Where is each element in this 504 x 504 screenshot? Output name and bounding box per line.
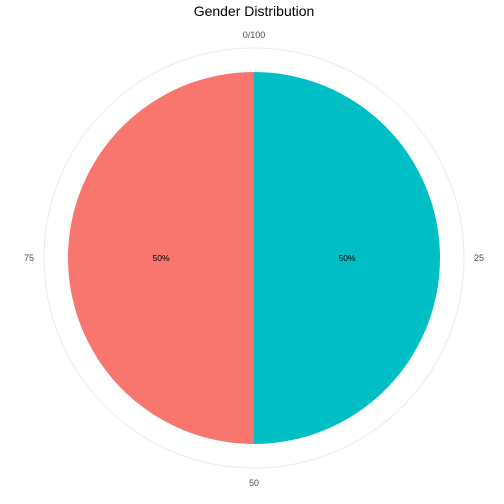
slice-data-label-1: 50% bbox=[152, 253, 169, 263]
angular-tick-label-1: 25 bbox=[474, 253, 484, 263]
pie-slice-1 bbox=[68, 72, 254, 444]
grid-circle bbox=[43, 47, 465, 469]
angular-tick-label-0: 0/100 bbox=[243, 30, 266, 40]
pie-slice-0 bbox=[254, 72, 440, 444]
angular-tick-label-2: 50 bbox=[249, 478, 259, 488]
chart-title: Gender Distribution bbox=[194, 3, 315, 19]
angular-tick-label-3: 75 bbox=[24, 253, 34, 263]
slice-data-label-0: 50% bbox=[338, 253, 355, 263]
